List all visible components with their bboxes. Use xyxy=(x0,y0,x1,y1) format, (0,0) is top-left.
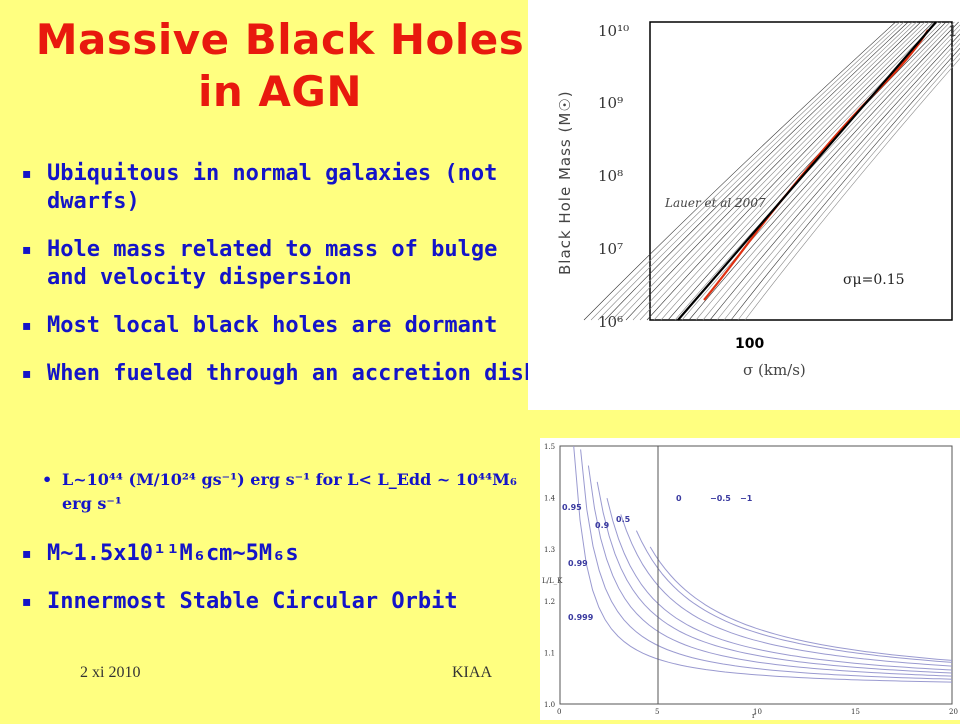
y-tick-label: 10⁹ xyxy=(598,94,623,112)
band-curve xyxy=(646,21,934,321)
series-label: 0.9 xyxy=(595,521,610,530)
isco-y-tick-label: 1.2 xyxy=(544,598,555,606)
series-label: −0.5 xyxy=(710,494,731,503)
band-curve xyxy=(667,21,947,321)
red-curve xyxy=(703,29,929,301)
isco-curve xyxy=(580,449,953,680)
isco-y-tick-label: 1.3 xyxy=(544,546,555,554)
bullet-marker-icon: ▪ xyxy=(22,242,32,258)
y-tick-label: 10⁶ xyxy=(598,313,623,331)
series-label: 0 xyxy=(676,494,682,503)
top-right-label: 1 xyxy=(948,22,958,40)
band-curve xyxy=(611,21,913,321)
isco-plot: 1.5 1.4 1.3 1.2 1.1 1.0 0 5 10 15 20 L/L_K r 0.95… xyxy=(540,438,960,720)
bullet-marker-icon: ▪ xyxy=(22,546,32,562)
bullet-list-2: ▪ M~1.5x10¹¹M₆cm~5M₆s ▪ Innermost Stable C… xyxy=(22,540,542,636)
band-curve xyxy=(597,21,905,321)
mass-sigma-plot: 10¹⁰ 10⁹ 10⁸ 10⁷ 10⁶ 1 Black Hole Mass (… xyxy=(528,0,960,410)
bullet-list: ▪ Ubiquitous in normal galaxies (not dwar… xyxy=(22,160,542,408)
band-curve xyxy=(716,38,960,321)
band-curve xyxy=(723,43,960,321)
isco-x-tick-labels: 0 5 10 15 20 xyxy=(557,708,958,716)
band-curve xyxy=(618,21,917,321)
y-tick-label: 10⁷ xyxy=(598,240,623,258)
y-tick-label: 10⁸ xyxy=(598,167,623,185)
isco-curve xyxy=(606,497,953,671)
bullet-item: ▪ When fueled through an accretion disk xyxy=(22,361,538,386)
dispersion-band xyxy=(583,21,960,321)
isco-y-tick-label: 1.5 xyxy=(544,443,555,451)
mean-relation-line xyxy=(677,21,937,321)
isco-y-tick-label: 1.4 xyxy=(544,495,556,503)
band-curve xyxy=(590,21,901,321)
isco-x-axis-label: r xyxy=(752,712,756,720)
isco-frame xyxy=(559,445,953,705)
band-curve xyxy=(688,21,959,321)
bullet-item: ▪ Ubiquitous in normal galaxies (not dwar… xyxy=(22,161,498,214)
band-curve xyxy=(653,21,938,321)
sub-bullet-dot-icon: • xyxy=(42,470,53,489)
bullet-item: ▪ Most local black holes are dormant xyxy=(22,313,498,338)
series-label: 0.999 xyxy=(568,613,594,622)
band-curve xyxy=(681,21,955,321)
band-curve xyxy=(632,21,926,321)
x-axis-label: σ (km/s) xyxy=(743,361,806,379)
band-curve xyxy=(709,33,960,321)
title-line-1: Massive Black Holes xyxy=(35,15,525,64)
y-tick-label: 10¹⁰ xyxy=(598,22,629,40)
citation-label: Lauer et al 2007 xyxy=(664,196,766,210)
slide-title: Massive Black Holes in AGN xyxy=(20,14,540,118)
band-curve xyxy=(744,57,960,321)
isco-series-labels: 0.95 0.9 0.5 0.99 0.999 0 −0.5 −1 xyxy=(562,494,753,622)
bullet-item: ▪ Innermost Stable Circular Orbit xyxy=(22,589,458,614)
bullet-marker-icon: ▪ xyxy=(22,366,32,382)
band-curve xyxy=(604,21,909,321)
band-curve xyxy=(625,21,922,321)
isco-curve xyxy=(587,465,953,677)
bullet-item: ▪ M~1.5x10¹¹M₆cm~5M₆s xyxy=(22,541,299,566)
band-curve xyxy=(737,52,960,321)
isco-x-tick-label: 10 xyxy=(753,708,762,716)
isco-x-tick-label: 20 xyxy=(949,708,958,716)
band-curve xyxy=(702,29,960,321)
isco-curve xyxy=(573,445,953,683)
series-label: 0.5 xyxy=(616,515,631,524)
isco-svg: 1.5 1.4 1.3 1.2 1.1 1.0 0 5 10 15 20 L/L_K r 0.95… xyxy=(542,443,958,720)
sigma-label: σμ=0.15 xyxy=(843,272,905,288)
bullet-marker-icon: ▪ xyxy=(22,166,32,182)
isco-curve xyxy=(649,546,953,661)
band-curve xyxy=(583,21,896,321)
isco-x-tick-label: 0 xyxy=(557,708,561,716)
isco-y-axis-label: L/L_K xyxy=(542,577,563,585)
isco-y-tick-label: 1.1 xyxy=(544,649,555,657)
sub-bullet-text: L~10⁴⁴ (M/10²⁴ gs⁻¹) erg s⁻¹ for L< L_Ed… xyxy=(62,470,517,513)
footer-venue: KIAA xyxy=(452,664,492,681)
isco-curves xyxy=(573,445,953,683)
isco-x-tick-label: 15 xyxy=(851,708,860,716)
sub-bullet: • L~10⁴⁴ (M/10²⁴ gs⁻¹) erg s⁻¹ for L< L_… xyxy=(42,468,522,516)
title-line-2: in AGN xyxy=(197,67,363,116)
isco-curve xyxy=(620,514,953,667)
bullet-marker-icon: ▪ xyxy=(22,318,32,334)
isco-y-tick-label: 1.0 xyxy=(544,701,555,709)
bullet-marker-icon: ▪ xyxy=(22,594,32,610)
footer-date: 2 xi 2010 xyxy=(80,664,141,681)
y-axis-label: Black Hole Mass (M☉) xyxy=(556,90,574,275)
y-tick-labels: 10¹⁰ 10⁹ 10⁸ 10⁷ 10⁶ xyxy=(598,22,629,331)
band-curve xyxy=(730,47,960,321)
isco-curve xyxy=(635,530,953,663)
series-label: −1 xyxy=(740,494,753,503)
series-label: 0.99 xyxy=(568,559,588,568)
band-curve xyxy=(695,24,960,321)
isco-x-tick-label: 5 xyxy=(655,708,659,716)
band-curve xyxy=(639,21,930,321)
series-label: 0.95 xyxy=(562,503,582,512)
x-tick-label: 100 xyxy=(735,336,764,352)
isco-y-tick-labels: 1.5 1.4 1.3 1.2 1.1 1.0 xyxy=(544,443,556,709)
isco-curve xyxy=(596,481,953,674)
mass-sigma-svg: 10¹⁰ 10⁹ 10⁸ 10⁷ 10⁶ 1 Black Hole Mass (… xyxy=(556,21,960,379)
bullet-item: ▪ Hole mass related to mass of bulge and … xyxy=(22,237,498,290)
